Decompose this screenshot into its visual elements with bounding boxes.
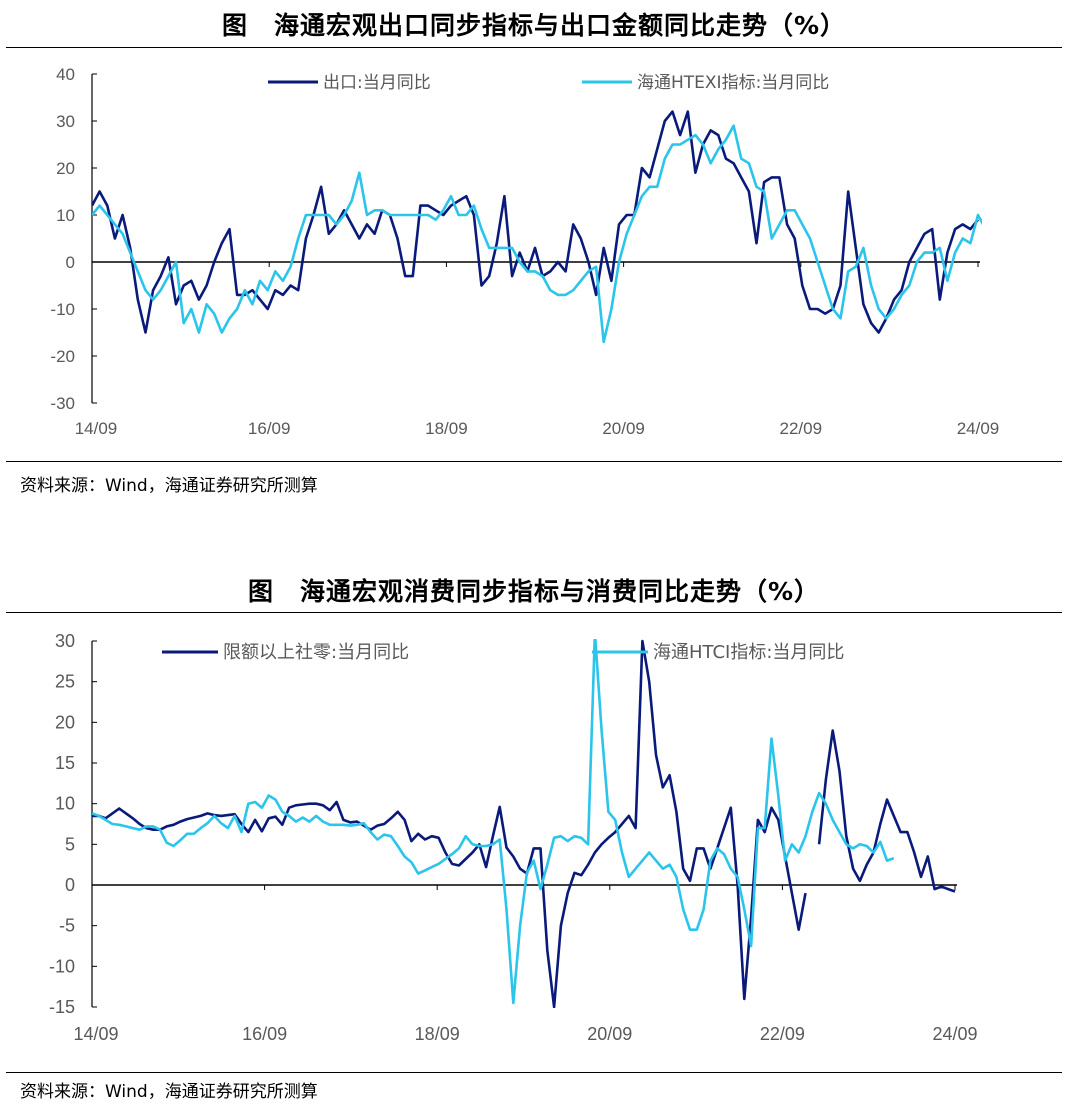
- export-chart-panel: 图 海通宏观出口同步指标与出口金额同比走势（%） -30 -20 -10 0 10 20 3…: [0, 0, 1080, 500]
- x-tick-label: 20/09: [602, 419, 645, 438]
- y-tick-label: -5: [59, 916, 75, 936]
- chart-title: 图 海通宏观消费同步指标与消费同比走势（%）: [247, 577, 821, 606]
- source-note: 资料来源：Wind，海通证券研究所测算: [20, 1082, 318, 1102]
- x-tick-label: 16/09: [242, 1024, 287, 1044]
- legend-label: 限额以上社零:当月同比: [223, 642, 409, 663]
- x-tick-label: 16/09: [248, 419, 291, 438]
- x-tick-label: 24/09: [957, 419, 1000, 438]
- x-tick-label: 18/09: [415, 1024, 460, 1044]
- x-tick-label: 24/09: [932, 1024, 977, 1044]
- legend-label: 出口:当月同比: [323, 73, 431, 93]
- y-tick-label: 5: [65, 834, 75, 854]
- x-tick-label: 14/09: [75, 419, 118, 438]
- y-tick-label: 0: [65, 875, 75, 895]
- series-line-0: [92, 639, 956, 1008]
- y-tick-label: 30: [56, 112, 75, 131]
- y-tick-label: -30: [50, 394, 75, 413]
- x-tick-label: 20/09: [587, 1024, 632, 1044]
- y-tick-label: -15: [49, 997, 75, 1017]
- y-tick-label: 10: [56, 206, 75, 225]
- source-rule: [6, 1072, 1062, 1073]
- y-tick-label: 20: [55, 712, 75, 732]
- y-tick-label: 25: [55, 672, 75, 692]
- y-tick-label: 10: [55, 794, 75, 814]
- y-tick-label: 40: [56, 65, 75, 84]
- consumption-line-chart: -15 -10 -5 0 5 10 15 20 25 30 14/09 16/09 18/09 20/09…: [49, 631, 978, 1044]
- legend-label: 海通HTEXI指标:当月同比: [637, 73, 829, 93]
- title-rule: [6, 47, 1062, 48]
- y-tick-label: 0: [66, 253, 75, 272]
- chart-title: 图 海通宏观出口同步指标与出口金额同比走势（%）: [221, 11, 847, 40]
- series-line-1: [92, 124, 982, 344]
- series-line-1: [92, 639, 895, 1005]
- y-tick-label: 20: [56, 159, 75, 178]
- legend-label: 海通HTCI指标:当月同比: [653, 642, 844, 663]
- x-tick-label: 22/09: [760, 1024, 805, 1044]
- source-rule: [6, 461, 1062, 462]
- consumption-chart-panel: 图 海通宏观消费同步指标与消费同比走势（%） -15 -10 -5 0 5 10 15 20 2…: [0, 566, 1080, 1104]
- y-tick-label: 30: [55, 631, 75, 651]
- x-tick-label: 22/09: [780, 419, 823, 438]
- series-line-0: [92, 110, 980, 334]
- source-note: 资料来源：Wind，海通证券研究所测算: [20, 476, 318, 496]
- y-tick-label: -20: [50, 347, 75, 366]
- export-line-chart: -30 -20 -10 0 10 20 30 40 14/09 16/09 18/09 20/09 22…: [50, 65, 1000, 438]
- x-tick-label: 18/09: [425, 419, 468, 438]
- y-tick-label: 15: [55, 753, 75, 773]
- x-tick-label: 14/09: [73, 1024, 118, 1044]
- title-rule: [6, 612, 1062, 613]
- y-tick-label: -10: [49, 956, 75, 976]
- y-tick-label: -10: [50, 300, 75, 319]
